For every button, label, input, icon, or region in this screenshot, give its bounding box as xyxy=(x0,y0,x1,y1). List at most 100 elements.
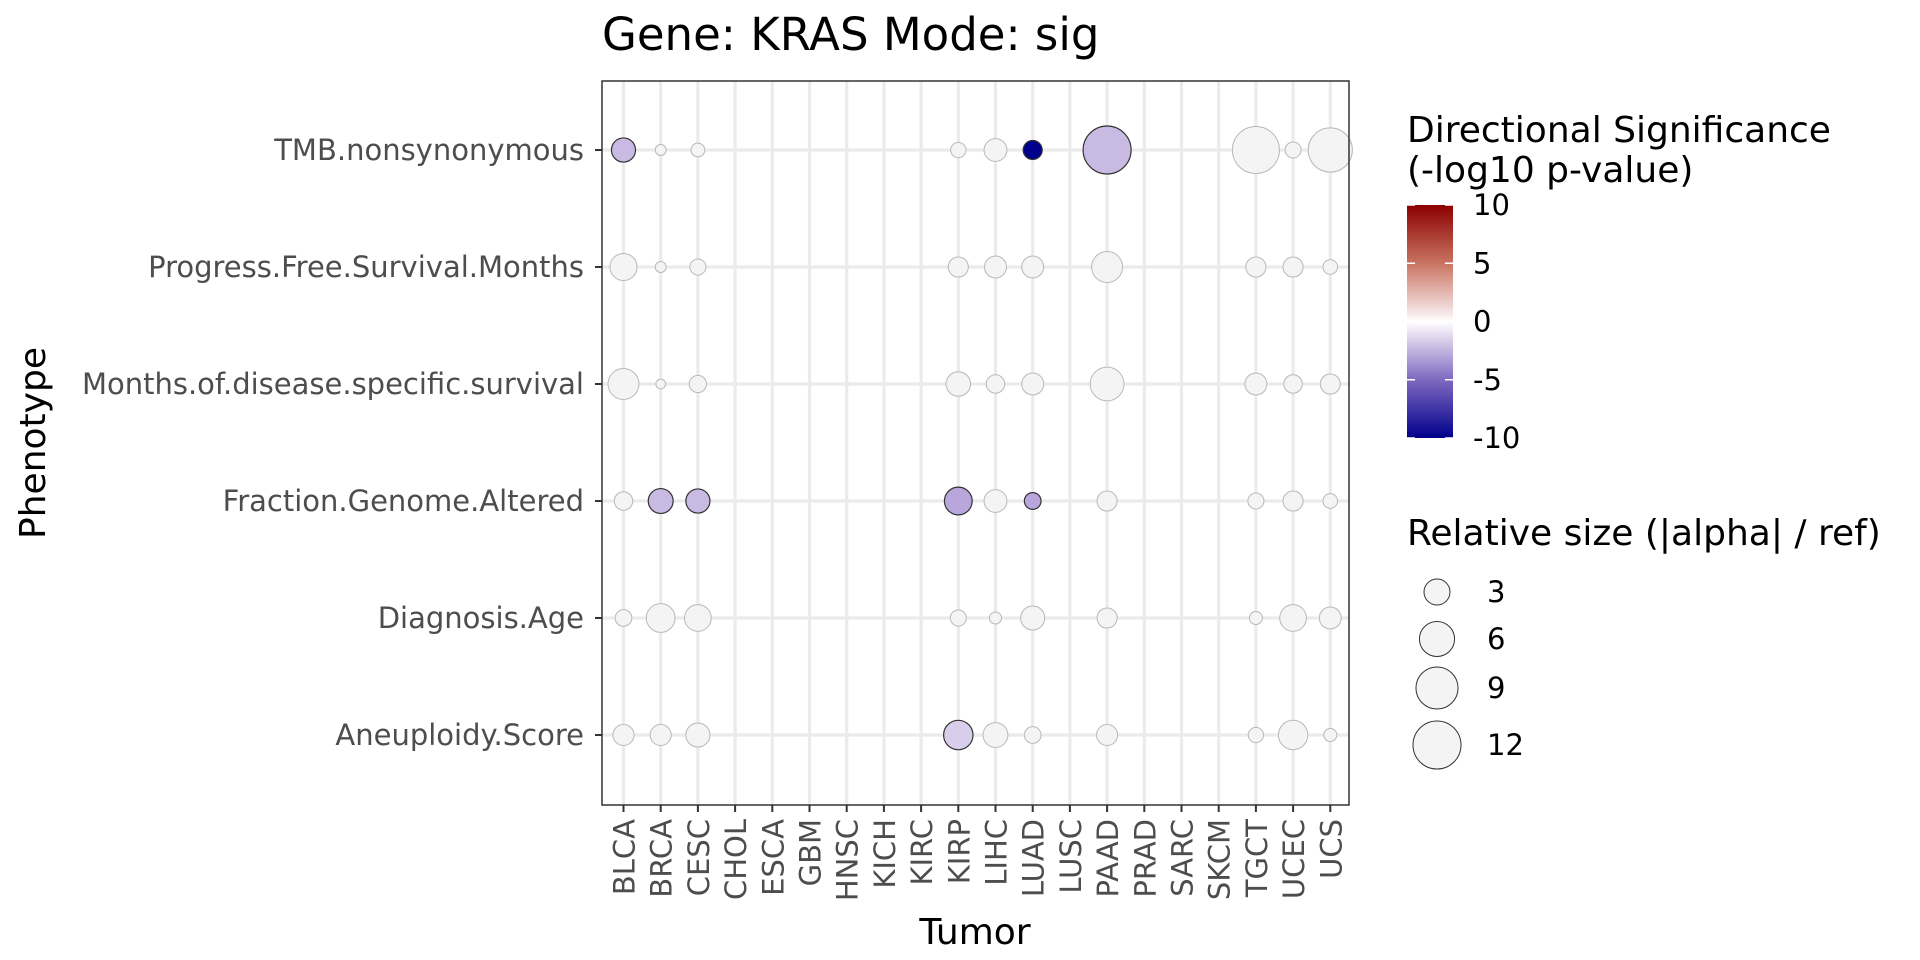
bubble-ucs-tmb-nonsynonymous xyxy=(1307,127,1353,173)
bubble-ucec-diagnosis-age xyxy=(1279,604,1307,632)
y-tick-label: Aneuploidy.Score xyxy=(335,718,584,752)
bubble-blca-progress-free-survival-months xyxy=(609,252,638,282)
color-legend-tick-label: -10 xyxy=(1473,421,1520,455)
bubble-ucs-aneuploidy-score xyxy=(1323,728,1338,742)
bubble-brca-aneuploidy-score xyxy=(649,723,672,747)
bubble-tgct-progress-free-survival-months xyxy=(1245,256,1267,278)
bubble-paad-aneuploidy-score xyxy=(1096,723,1119,747)
bubble-paad-diagnosis-age xyxy=(1096,607,1118,629)
y-tick-label: TMB.nonsynonymous xyxy=(273,133,584,167)
x-tick-label: UCS xyxy=(1314,819,1348,879)
bubble-tgct-diagnosis-age xyxy=(1248,611,1263,625)
bubble-brca-tmb-nonsynonymous xyxy=(654,144,667,156)
x-tick-label: SARC xyxy=(1166,819,1200,897)
x-tick-label: CESC xyxy=(682,819,716,896)
size-legend-key-label: 12 xyxy=(1487,728,1524,762)
x-tick-label: PAAD xyxy=(1091,819,1125,897)
bubble-kirp-months-of-disease-specific-survival xyxy=(945,371,972,397)
bubble-cesc-fraction-genome-altered xyxy=(685,488,711,514)
x-axis-title: Tumor xyxy=(918,912,1030,953)
size-legend-key-circle xyxy=(1418,620,1456,658)
color-legend: Directional Significance (-log10 p-value… xyxy=(1407,110,1831,455)
bubble-ucec-tmb-nonsynonymous xyxy=(1284,141,1302,159)
color-legend-title-line1: Directional Significance xyxy=(1407,110,1831,151)
x-tick-label: SKCM xyxy=(1203,819,1237,900)
bubble-ucs-progress-free-survival-months xyxy=(1322,259,1339,275)
y-tick-labels: TMB.nonsynonymous Progress.Free.Survival.… xyxy=(82,133,602,752)
bubble-tgct-months-of-disease-specific-survival xyxy=(1244,372,1268,396)
color-legend-tick-label: 0 xyxy=(1473,305,1491,339)
bubble-paad-tmb-nonsynonymous xyxy=(1082,125,1132,175)
bubble-tgct-aneuploidy-score xyxy=(1247,726,1265,744)
bubble-brca-fraction-genome-altered xyxy=(647,487,674,515)
x-tick-label: UCEC xyxy=(1277,819,1311,899)
size-legend-key-circle xyxy=(1423,578,1451,606)
y-tick-label: Progress.Free.Survival.Months xyxy=(148,250,584,284)
bubble-luad-diagnosis-age xyxy=(1020,605,1046,631)
bubble-cesc-aneuploidy-score xyxy=(685,722,711,748)
x-tick-label: KIRP xyxy=(942,819,976,884)
bubble-kirp-aneuploidy-score xyxy=(942,719,974,751)
bubble-tgct-fraction-genome-altered xyxy=(1247,492,1265,510)
bubble-kirp-diagnosis-age xyxy=(949,609,967,627)
bubble-cesc-diagnosis-age xyxy=(684,604,712,632)
color-legend-tick-label: 10 xyxy=(1473,188,1510,222)
size-legend: Relative size (|alpha| / ref) 3 6 9 12 xyxy=(1407,513,1881,770)
x-tick-label: KIRC xyxy=(905,819,939,886)
bubble-tgct-tmb-nonsynonymous xyxy=(1231,125,1280,175)
x-tick-label: KICH xyxy=(868,819,902,889)
x-tick-label: LIHC xyxy=(980,819,1014,886)
color-legend-tick-label: 5 xyxy=(1473,246,1491,280)
bubble-blca-tmb-nonsynonymous xyxy=(610,137,637,163)
bubble-lihc-tmb-nonsynonymous xyxy=(983,138,1008,162)
bubble-brca-diagnosis-age xyxy=(645,603,676,633)
chart-title: Gene: KRAS Mode: sig xyxy=(602,8,1099,61)
x-tick-label: TGCT xyxy=(1240,819,1274,898)
x-tick-label: LUSC xyxy=(1054,819,1088,894)
y-axis-title: Phenotype xyxy=(13,347,54,539)
grid-lines xyxy=(602,81,1349,805)
bubble-luad-aneuploidy-score xyxy=(1023,726,1042,744)
x-tick-label: PRAD xyxy=(1128,819,1162,898)
bubble-ucec-progress-free-survival-months xyxy=(1282,256,1304,278)
bubble-kirp-fraction-genome-altered xyxy=(943,486,973,516)
bubble-blca-months-of-disease-specific-survival xyxy=(607,368,640,400)
y-tick-label: Months.of.disease.specific.survival xyxy=(82,367,584,401)
bubble-brca-progress-free-survival-months xyxy=(654,261,667,273)
bubble-luad-progress-free-survival-months xyxy=(1021,255,1045,279)
x-tick-label: ESCA xyxy=(756,819,790,896)
panel-border xyxy=(601,80,1350,806)
bubble-paad-months-of-disease-specific-survival xyxy=(1089,366,1125,402)
bubble-ucec-months-of-disease-specific-survival xyxy=(1283,374,1303,394)
bubble-cesc-months-of-disease-specific-survival xyxy=(688,374,708,394)
bubble-kirp-progress-free-survival-months xyxy=(947,256,969,278)
y-tick-label: Diagnosis.Age xyxy=(378,601,584,635)
y-tick-label: Fraction.Genome.Altered xyxy=(223,484,584,518)
color-legend-tick-label: -5 xyxy=(1473,363,1502,397)
bubble-lihc-fraction-genome-altered xyxy=(983,489,1008,513)
bubble-cesc-progress-free-survival-months xyxy=(689,258,707,276)
bubble-paad-fraction-genome-altered xyxy=(1096,490,1118,512)
x-tick-label: BLCA xyxy=(608,819,642,895)
x-tick-label: HNSC xyxy=(831,819,865,901)
color-legend-ticks: 10 5 0 -5 -10 xyxy=(1407,188,1520,455)
size-legend-key-label: 6 xyxy=(1487,622,1505,656)
bubble-blca-aneuploidy-score xyxy=(612,723,635,747)
bubbles xyxy=(607,125,1353,751)
panel-background xyxy=(602,81,1349,805)
x-tick-labels: BLCA BRCA CESC CHOL ESCA GBM HNSC KICH KIRC KIRP L… xyxy=(608,805,1348,901)
bubble-lihc-aneuploidy-score xyxy=(982,722,1009,748)
bubble-brca-months-of-disease-specific-survival xyxy=(655,378,667,390)
bubble-lihc-months-of-disease-specific-survival xyxy=(985,374,1006,394)
bubble-luad-fraction-genome-altered xyxy=(1023,492,1042,510)
bubble-blca-diagnosis-age xyxy=(614,609,633,627)
x-tick-label: CHOL xyxy=(719,819,753,900)
x-tick-label: LUAD xyxy=(1017,819,1051,897)
bubble-ucs-fraction-genome-altered xyxy=(1322,493,1339,509)
bubble-luad-tmb-nonsynonymous xyxy=(1022,139,1043,161)
bubble-paad-progress-free-survival-months xyxy=(1091,251,1124,283)
size-legend-key-circle xyxy=(1412,720,1462,770)
color-legend-title-line2: (-log10 p-value) xyxy=(1407,150,1693,191)
x-tick-label: GBM xyxy=(794,819,828,886)
